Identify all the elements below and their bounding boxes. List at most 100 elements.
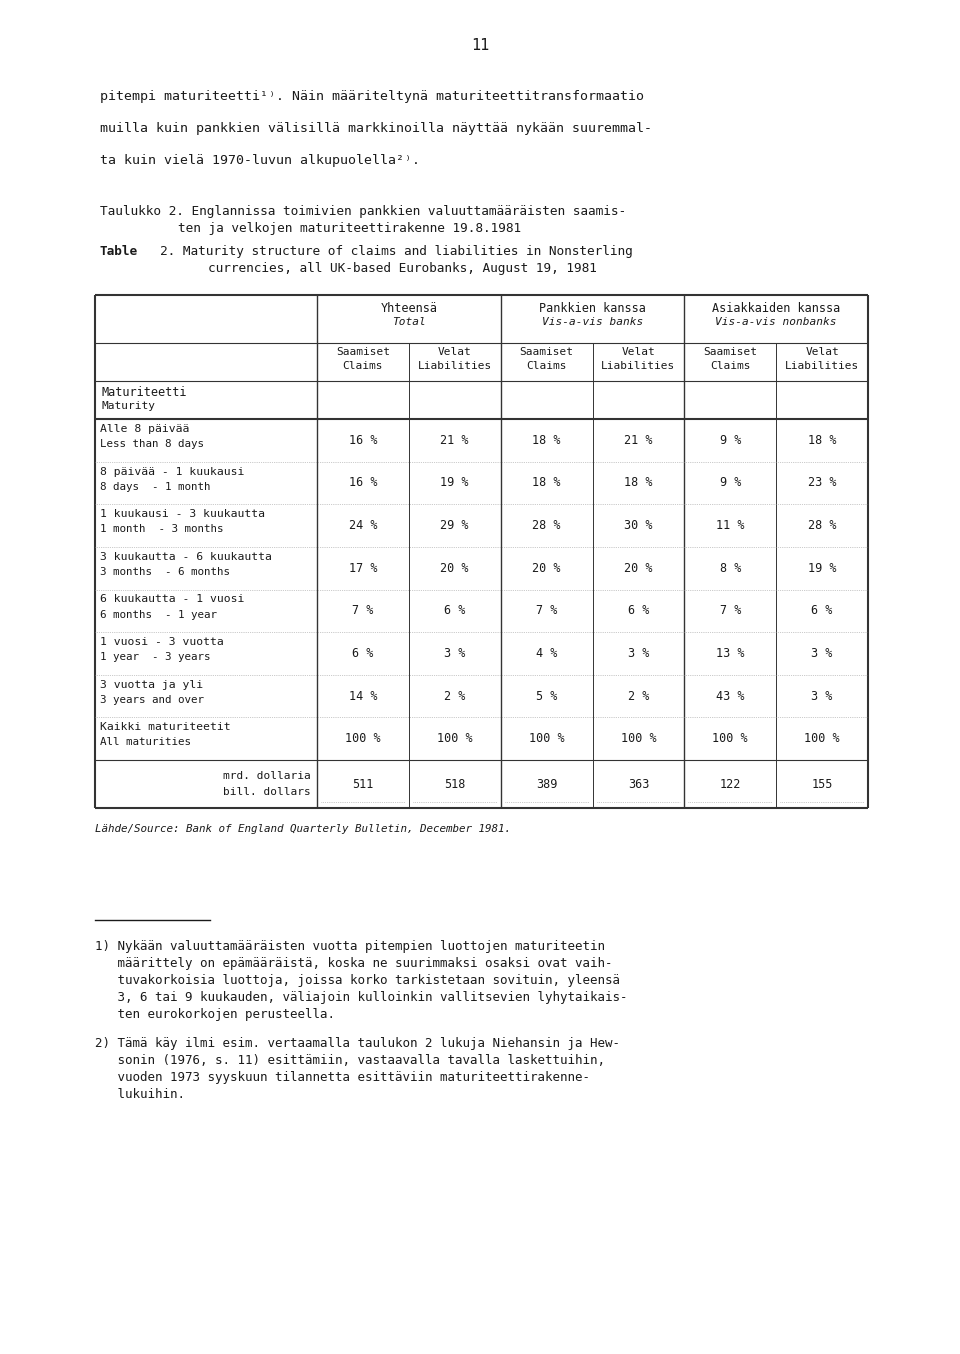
Text: muilla kuin pankkien välisillä markkinoilla näyttää nykään suuremmal-: muilla kuin pankkien välisillä markkinoi… [100,122,652,135]
Text: 24 %: 24 % [348,519,377,532]
Text: 18 %: 18 % [533,433,561,447]
Text: bill. dollars: bill. dollars [224,787,311,798]
Text: 18 %: 18 % [533,477,561,489]
Text: 28 %: 28 % [807,519,836,532]
Text: lukuihin.: lukuihin. [95,1089,185,1101]
Text: 18 %: 18 % [807,433,836,447]
Text: 17 %: 17 % [348,562,377,574]
Text: 6 %: 6 % [628,604,649,617]
Text: 18 %: 18 % [624,477,653,489]
Text: Liabilities: Liabilities [418,362,492,371]
Text: 8 days  - 1 month: 8 days - 1 month [100,482,210,492]
Text: 363: 363 [628,777,649,791]
Text: 122: 122 [720,777,741,791]
Text: 1 vuosi - 3 vuotta: 1 vuosi - 3 vuotta [100,638,224,647]
Text: Velat: Velat [438,347,471,357]
Text: 29 %: 29 % [441,519,469,532]
Text: Saamiset: Saamiset [519,347,573,357]
Text: 20 %: 20 % [441,562,469,574]
Text: 9 %: 9 % [720,477,741,489]
Text: 155: 155 [811,777,832,791]
Text: 13 %: 13 % [716,647,745,659]
Text: 389: 389 [536,777,557,791]
Text: Claims: Claims [710,362,751,371]
Text: 2. Maturity structure of claims and liabilities in Nonsterling: 2. Maturity structure of claims and liab… [160,245,633,259]
Text: 3 vuotta ja yli: 3 vuotta ja yli [100,680,204,689]
Text: 19 %: 19 % [807,562,836,574]
Text: Kaikki maturiteetit: Kaikki maturiteetit [100,723,230,733]
Text: 5 %: 5 % [536,689,557,703]
Text: 3, 6 tai 9 kuukauden, väliajoin kulloinkin vallitsevien lyhytaikais-: 3, 6 tai 9 kuukauden, väliajoin kulloink… [95,991,628,1005]
Text: 19 %: 19 % [441,477,469,489]
Text: pitempi maturiteetti¹⁾. Näin määriteltynä maturiteettitransformaatio: pitempi maturiteetti¹⁾. Näin määriteltyn… [100,89,644,103]
Text: Liabilities: Liabilities [785,362,859,371]
Text: Less than 8 days: Less than 8 days [100,439,204,450]
Text: 3 months  - 6 months: 3 months - 6 months [100,567,230,577]
Text: määrittely on epämääräistä, koska ne suurimmaksi osaksi ovat vaih-: määrittely on epämääräistä, koska ne suu… [95,957,612,969]
Text: 7 %: 7 % [720,604,741,617]
Text: 100 %: 100 % [620,733,657,745]
Text: currencies, all UK-based Eurobanks, August 19, 1981: currencies, all UK-based Eurobanks, Augu… [208,263,597,275]
Text: Lähde/Source: Bank of England Quarterly Bulletin, December 1981.: Lähde/Source: Bank of England Quarterly … [95,825,511,834]
Text: All maturities: All maturities [100,738,191,747]
Text: Total: Total [392,317,425,328]
Text: 2 %: 2 % [628,689,649,703]
Text: 2 %: 2 % [444,689,466,703]
Text: Maturity: Maturity [101,401,155,412]
Text: sonin (1976, s. 11) esittämiin, vastaavalla tavalla laskettuihin,: sonin (1976, s. 11) esittämiin, vastaava… [95,1053,605,1067]
Text: 16 %: 16 % [348,433,377,447]
Text: Saamiset: Saamiset [336,347,390,357]
Text: Maturiteetti: Maturiteetti [101,386,186,399]
Text: 28 %: 28 % [533,519,561,532]
Text: 7 %: 7 % [352,604,373,617]
Text: 3 %: 3 % [444,647,466,659]
Text: 16 %: 16 % [348,477,377,489]
Text: vuoden 1973 syyskuun tilannetta esittäviin maturiteettirakenne-: vuoden 1973 syyskuun tilannetta esittävi… [95,1071,590,1085]
Text: 21 %: 21 % [624,433,653,447]
Text: 2) Tämä käy ilmi esim. vertaamalla taulukon 2 lukuja Niehansin ja Hew-: 2) Tämä käy ilmi esim. vertaamalla taulu… [95,1037,620,1049]
Text: Velat: Velat [621,347,656,357]
Text: 3 kuukautta - 6 kuukautta: 3 kuukautta - 6 kuukautta [100,552,272,562]
Text: 100 %: 100 % [804,733,840,745]
Text: 11 %: 11 % [716,519,745,532]
Text: 7 %: 7 % [536,604,557,617]
Text: Alle 8 päivää: Alle 8 päivää [100,424,189,435]
Text: 518: 518 [444,777,466,791]
Text: 21 %: 21 % [441,433,469,447]
Text: 6 %: 6 % [444,604,466,617]
Text: 20 %: 20 % [624,562,653,574]
Text: 6 kuukautta - 1 vuosi: 6 kuukautta - 1 vuosi [100,594,245,604]
Text: 100 %: 100 % [712,733,748,745]
Text: 20 %: 20 % [533,562,561,574]
Text: 3 years and over: 3 years and over [100,695,204,704]
Text: Claims: Claims [343,362,383,371]
Text: Claims: Claims [526,362,566,371]
Text: 100 %: 100 % [345,733,381,745]
Text: Velat: Velat [805,347,839,357]
Text: 3 %: 3 % [628,647,649,659]
Text: 11: 11 [470,38,490,53]
Text: 1 month  - 3 months: 1 month - 3 months [100,524,224,535]
Text: 8 päivää - 1 kuukausi: 8 päivää - 1 kuukausi [100,467,245,477]
Text: ta kuin vielä 1970-luvun alkupuolella²⁾.: ta kuin vielä 1970-luvun alkupuolella²⁾. [100,154,420,167]
Text: 6 %: 6 % [811,604,832,617]
Text: mrd. dollaria: mrd. dollaria [224,770,311,781]
Text: Table: Table [100,245,138,259]
Text: Saamiset: Saamiset [704,347,757,357]
Text: Vis-a-vis banks: Vis-a-vis banks [541,317,643,328]
Text: 1) Nykään valuuttamääräisten vuotta pitempien luottojen maturiteetin: 1) Nykään valuuttamääräisten vuotta pite… [95,940,605,953]
Text: 100 %: 100 % [437,733,472,745]
Text: Vis-a-vis nonbanks: Vis-a-vis nonbanks [715,317,837,328]
Text: 6 %: 6 % [352,647,373,659]
Text: 4 %: 4 % [536,647,557,659]
Text: 3 %: 3 % [811,689,832,703]
Text: Pankkien kanssa: Pankkien kanssa [540,302,646,315]
Text: 511: 511 [352,777,373,791]
Text: 100 %: 100 % [529,733,564,745]
Text: tuvakorkoisia luottoja, joissa korko tarkistetaan sovituin, yleensä: tuvakorkoisia luottoja, joissa korko tar… [95,974,620,987]
Text: 9 %: 9 % [720,433,741,447]
Text: Yhteensä: Yhteensä [380,302,438,315]
Text: 6 months  - 1 year: 6 months - 1 year [100,609,217,620]
Text: ten ja velkojen maturiteettirakenne 19.8.1981: ten ja velkojen maturiteettirakenne 19.8… [178,222,521,236]
Text: Taulukko 2. Englannissa toimivien pankkien valuuttamääräisten saamis-: Taulukko 2. Englannissa toimivien pankki… [100,204,626,218]
